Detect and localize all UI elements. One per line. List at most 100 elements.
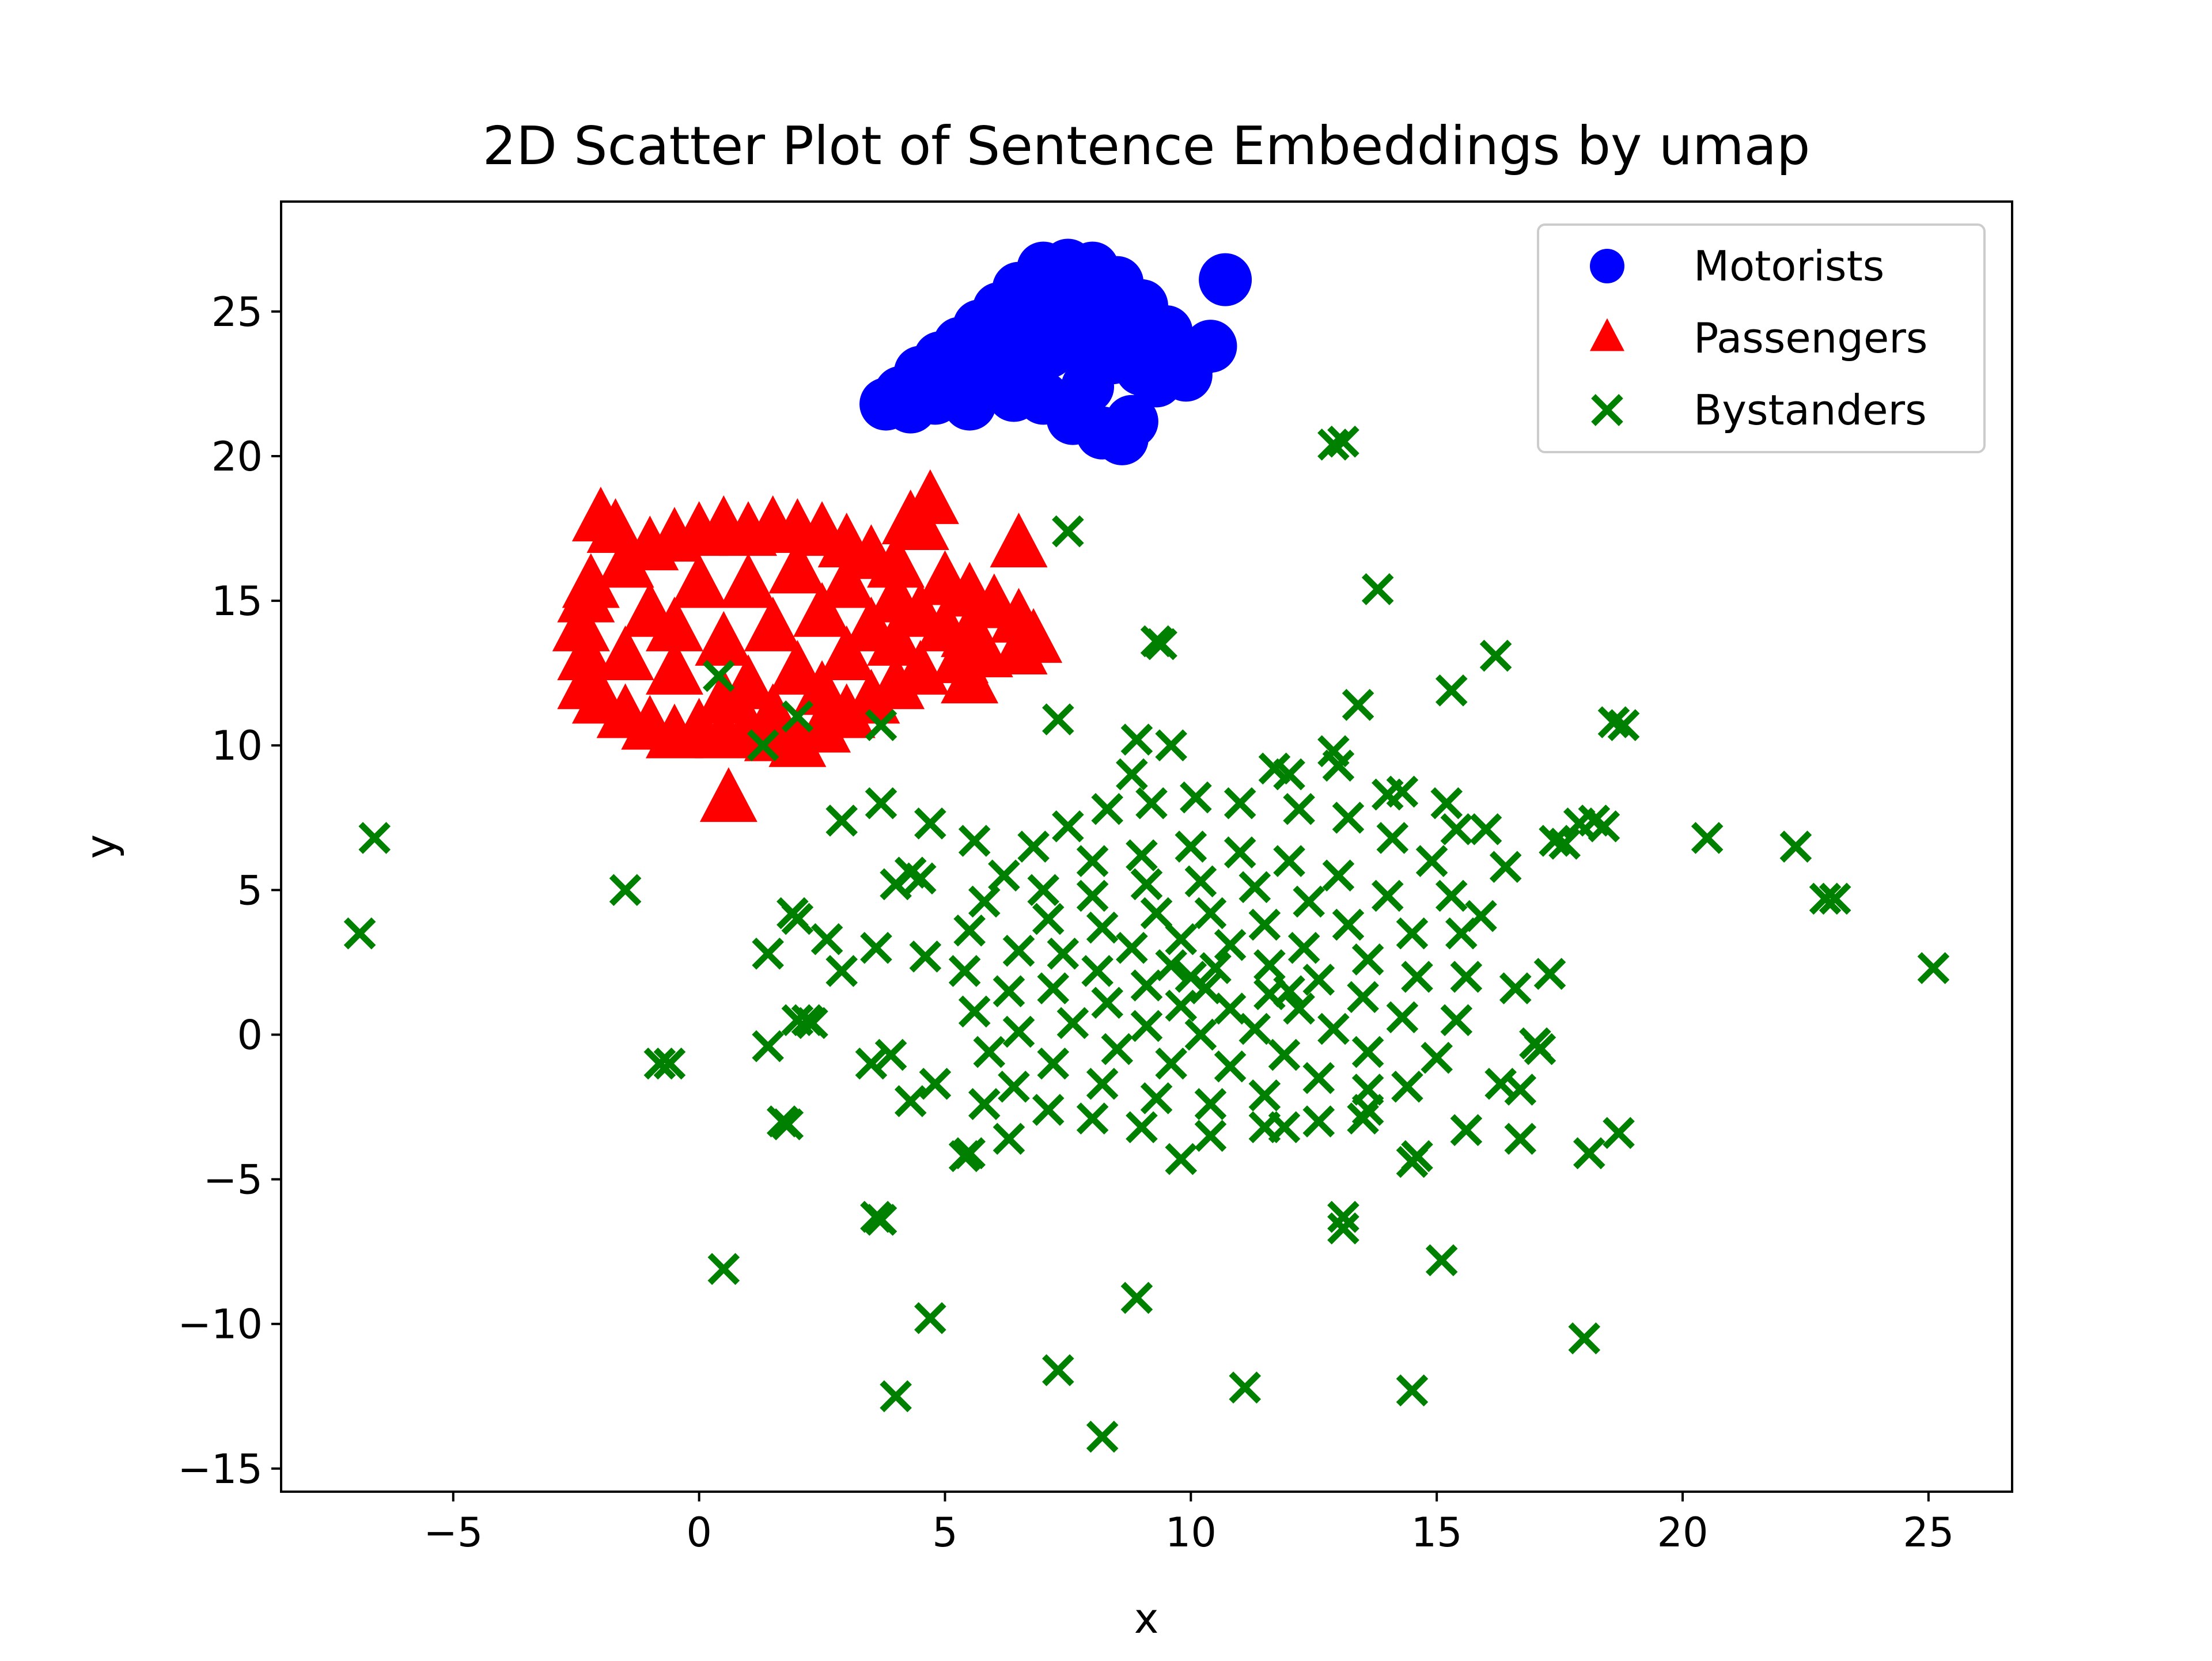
bystanders-point (1184, 1018, 1217, 1051)
passengers-point (699, 767, 757, 822)
bystanders-point (1135, 787, 1168, 820)
bystanders-point (1155, 1047, 1187, 1080)
bystanders-point (781, 700, 814, 733)
motorists-point (1002, 348, 1055, 402)
bystanders-point (953, 914, 986, 947)
chart-title: 2D Scatter Plot of Sentence Embeddings b… (483, 115, 1810, 177)
bystanders-point (1597, 706, 1630, 738)
x-tick-label: −5 (423, 1509, 483, 1556)
bystanders-point (1042, 703, 1074, 735)
passengers-point (817, 625, 876, 681)
bystanders-point (1081, 955, 1113, 987)
bystanders-point (1229, 1371, 1262, 1404)
bystanders-point (1396, 1374, 1429, 1407)
bystanders-point (1588, 810, 1620, 843)
bystanders-point (865, 1204, 897, 1236)
bystanders-point (1140, 1082, 1173, 1114)
bystanders-point (781, 902, 814, 935)
bystanders-point (358, 822, 391, 854)
bystanders-point (880, 1380, 912, 1413)
bystanders-point (1327, 426, 1359, 458)
passengers-point (881, 489, 940, 544)
bystanders-point (1371, 879, 1404, 912)
passengers-point (670, 553, 728, 608)
bystanders-point (653, 1047, 686, 1080)
bystanders-point (1499, 972, 1532, 1004)
bystanders-point (1607, 709, 1640, 741)
bystanders-point (1042, 1354, 1074, 1386)
bystanders-point (953, 1137, 986, 1170)
bystanders-point (752, 938, 784, 970)
bystanders-point (1421, 1041, 1453, 1074)
bystanders-point (1165, 923, 1198, 955)
passengers-point (596, 533, 654, 588)
motorists-point (928, 343, 982, 396)
legend-marker-passengers (1590, 318, 1624, 351)
bystanders-point (1603, 1117, 1635, 1150)
x-tick-label: 10 (1165, 1509, 1217, 1556)
y-tick-label: −15 (177, 1446, 263, 1493)
bystanders-point (1017, 830, 1050, 863)
y-tick-label: −5 (203, 1156, 263, 1204)
bystanders-point (1691, 822, 1724, 854)
legend-label: Passengers (1694, 314, 1927, 362)
bystanders-point (1037, 972, 1070, 1004)
bystanders-point (1287, 931, 1320, 964)
bystanders-point (1401, 1140, 1433, 1173)
bystanders-point (1342, 689, 1374, 721)
bystanders-point (1539, 825, 1571, 857)
bystanders-point (771, 1108, 804, 1140)
bystanders-point (1214, 1050, 1247, 1083)
y-axis: −15 −10 −5 0 5 10 15 20 25 (177, 289, 281, 1493)
passengers-point (695, 669, 753, 724)
passengers-point (596, 625, 654, 681)
bystanders-point (1248, 1079, 1281, 1112)
legend-box (1537, 223, 1986, 453)
bystanders-point (1302, 964, 1335, 996)
bystanders-point (993, 1122, 1025, 1155)
bystanders-point (894, 1085, 927, 1117)
bystanders-point (1450, 961, 1483, 993)
x-tick-label: 15 (1411, 1509, 1463, 1556)
bystanders-point (1140, 897, 1173, 930)
bystanders-point (1401, 961, 1433, 993)
bystanders-point (909, 941, 942, 973)
bystanders-point (1076, 845, 1109, 877)
bystanders-point (1224, 787, 1256, 820)
bystanders-point (1130, 868, 1163, 901)
bystanders-point (1199, 952, 1232, 984)
bystanders-point (973, 1036, 1006, 1068)
bystanders-point (1086, 1068, 1119, 1100)
bystanders-point (752, 1030, 784, 1063)
bystanders-point (948, 955, 981, 987)
bystanders-point (865, 709, 897, 741)
y-tick-label: 5 (237, 867, 263, 914)
bystanders-point (1504, 1074, 1537, 1106)
bystanders-point (1391, 1071, 1423, 1103)
bystanders-point (1130, 1010, 1163, 1042)
bystanders-point (1809, 882, 1842, 915)
bystanders-point (1440, 1004, 1473, 1037)
bystanders-point (1184, 865, 1217, 898)
x-tick-label: 5 (932, 1509, 958, 1556)
bystanders-point (1317, 428, 1350, 461)
bystanders-point (1120, 723, 1153, 756)
bystanders-point (1047, 938, 1080, 970)
x-tick-label: 20 (1657, 1509, 1708, 1556)
passengers-point (867, 610, 925, 666)
passengers-point (793, 660, 851, 715)
bystanders-point (1450, 1114, 1483, 1147)
passengers-point (768, 539, 827, 594)
y-tick-label: 20 (211, 433, 263, 480)
bystanders-point (1293, 885, 1325, 918)
legend-label: Motorists (1694, 242, 1884, 290)
bystanders-point (1214, 928, 1247, 961)
bystanders-point (1386, 1001, 1419, 1034)
bystanders-point (1479, 639, 1512, 672)
bystanders-point (1322, 859, 1355, 892)
bystanders-point (1819, 882, 1851, 915)
bystanders-point (1116, 931, 1148, 964)
passengers-point (557, 625, 615, 681)
